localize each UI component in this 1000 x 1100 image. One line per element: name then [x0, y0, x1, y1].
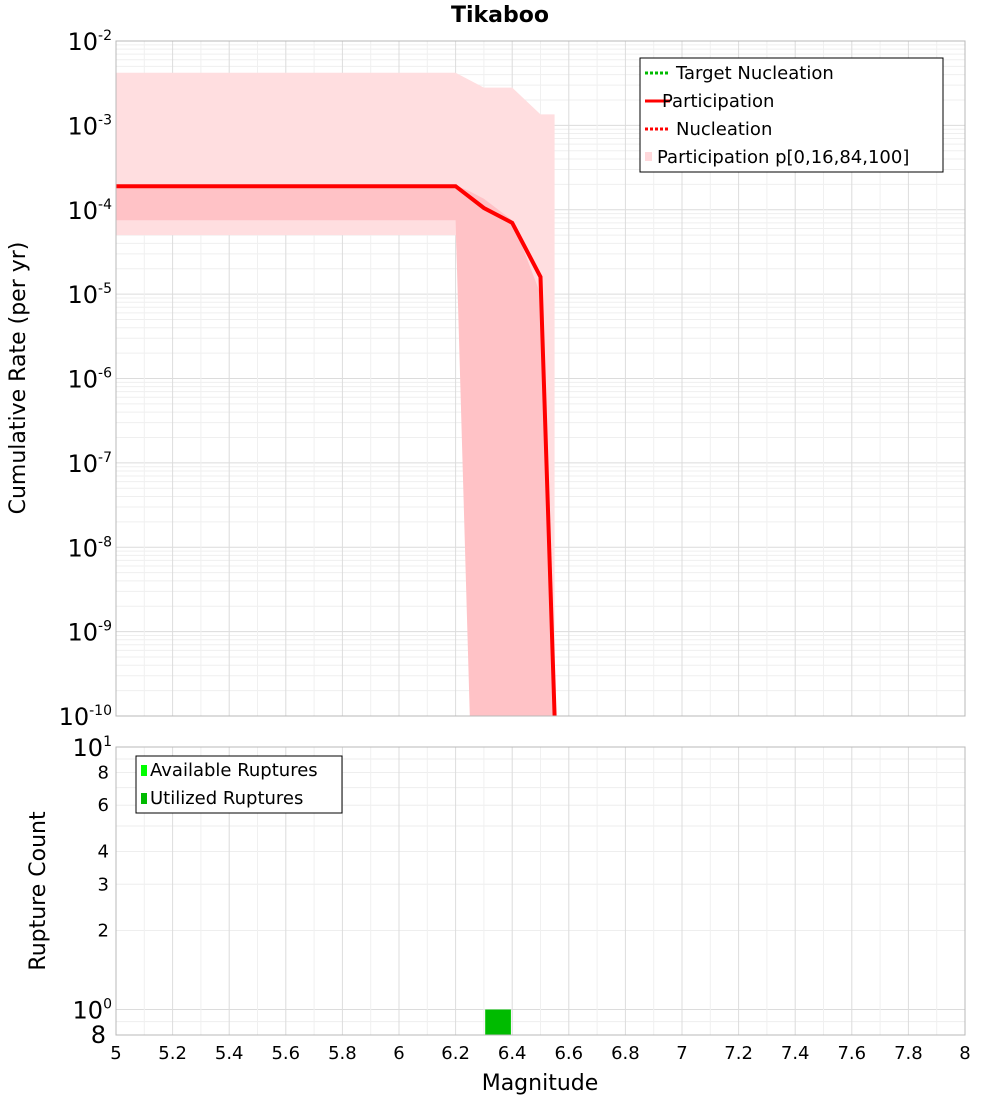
count-plot-border: [115, 746, 966, 1036]
legend-bar-swatch: [141, 765, 147, 776]
rate-y-ticks: 10-2 10-3 10-4 10-5 10-6 10-7 10-8 10-9 10-10: [59, 28, 113, 731]
x-tick-label: 5.4: [215, 1043, 244, 1064]
legend-entry-label: Nucleation: [676, 119, 772, 140]
rate-bands: [116, 72, 555, 717]
x-tick-label: 7.4: [781, 1043, 810, 1064]
count-legend-box: [135, 755, 343, 814]
legend-bar-swatch: [141, 793, 147, 804]
legend-entry-label: Participation p[0,16,84,100]: [657, 147, 909, 168]
x-tick-label: 5.2: [158, 1043, 187, 1064]
x-tick-label: 5.6: [271, 1043, 300, 1064]
count-y-tick-label: 8: [91, 1021, 106, 1049]
x-tick-label: 7.6: [837, 1043, 866, 1064]
x-axis-label: Magnitude: [482, 1071, 599, 1096]
x-tick-label: 8: [959, 1043, 970, 1064]
rate-y-tick-label: 10-10: [59, 703, 112, 731]
nucleation-line: [116, 185, 556, 717]
legend-entry-label: Target Nucleation: [675, 63, 834, 84]
rate-y-tick-label: 10-8: [67, 534, 112, 562]
count-bars: [485, 1009, 511, 1035]
utilized-ruptures-bar: [485, 1009, 511, 1035]
rate-panel: 10-2 10-3 10-4 10-5 10-6 10-7 10-8 10-9 10-10 Cu…: [6, 28, 966, 731]
x-tick-label: 6.4: [498, 1043, 527, 1064]
participation-band: [116, 72, 555, 717]
count-legend: Available Ruptures Utilized Ruptures: [135, 755, 343, 814]
rate-legend: Target Nucleation Participation Nucleation…: [639, 57, 944, 173]
count-y-axis-label: Rupture Count: [26, 811, 51, 971]
legend-entry-label: Participation: [662, 91, 774, 112]
rate-legend-box: [639, 57, 944, 173]
legend-entry-label: Utilized Ruptures: [150, 788, 303, 809]
rate-y-tick-label: 10-4: [67, 197, 112, 225]
x-tick-label: 6.2: [441, 1043, 470, 1064]
count-y-tick-label: 3: [98, 874, 109, 895]
count-y-tick-label: 101: [73, 734, 112, 762]
rate-y-tick-label: 10-7: [67, 450, 112, 478]
count-y-tick-label: 100: [73, 997, 112, 1025]
rate-y-tick-label: 10-2: [67, 28, 112, 56]
rate-y-tick-label: 10-9: [67, 619, 112, 647]
count-y-tick-label: 4: [98, 841, 109, 862]
x-tick-label: 6: [393, 1043, 404, 1064]
legend-entry-label: Available Ruptures: [150, 760, 318, 781]
x-tick-label: 7.8: [894, 1043, 923, 1064]
rate-y-axis-label: Cumulative Rate (per yr): [6, 242, 31, 515]
participation-band: [116, 185, 555, 717]
chart-title: Tikaboo: [451, 3, 549, 28]
count-y-tick-label: 2: [98, 921, 109, 942]
rate-y-tick-label: 10-3: [67, 112, 112, 140]
x-tick-label: 5.8: [328, 1043, 357, 1064]
count-y-tick-label: 6: [98, 795, 109, 816]
x-tick-label: 5: [110, 1043, 121, 1064]
legend-band-swatch: [645, 152, 652, 161]
x-tick-label: 7.2: [724, 1043, 753, 1064]
x-tick-label: 6.8: [611, 1043, 640, 1064]
count-x-ticks: 5 5.2 5.4 5.6 5.8 6 6.2 6.4 6.6 6.8 7 7.2 7.4 7.6 7.8 8: [110, 1043, 970, 1064]
count-y-tick-label: 8: [98, 762, 109, 783]
x-tick-label: 7: [676, 1043, 687, 1064]
x-tick-label: 6.6: [554, 1043, 583, 1064]
rate-y-tick-label: 10-6: [67, 366, 112, 394]
rate-y-tick-label: 10-5: [67, 281, 112, 309]
rate-lines: [116, 184, 557, 717]
rate-plot-border: [115, 40, 966, 717]
